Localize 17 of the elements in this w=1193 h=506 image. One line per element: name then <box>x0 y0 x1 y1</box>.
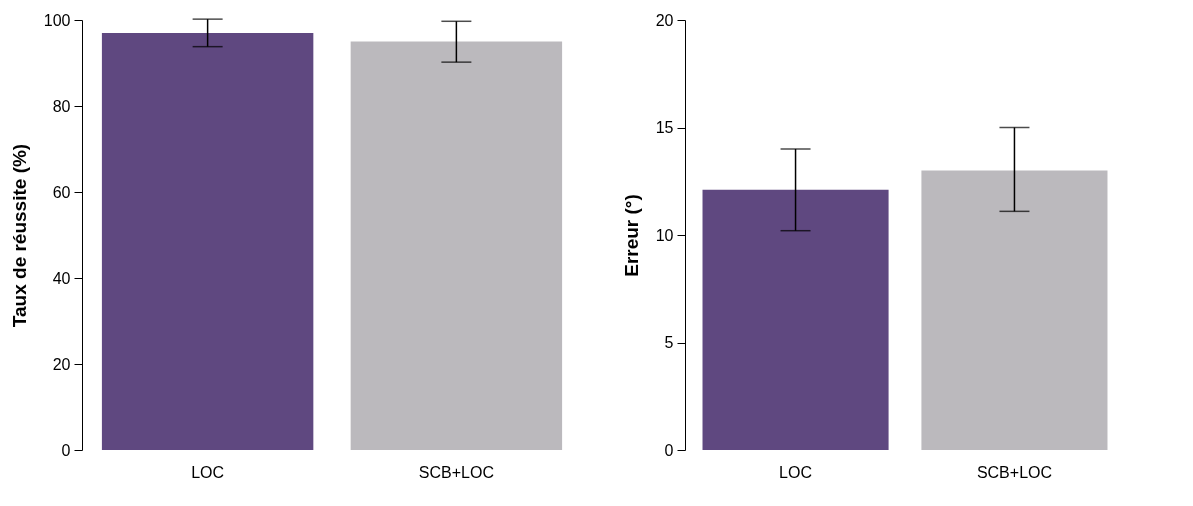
x-tick-label: SCB+LOC <box>418 463 494 481</box>
y-tick-label: 80 <box>52 97 71 115</box>
y-tick-label: 10 <box>655 226 674 244</box>
y-tick-label: 15 <box>655 119 674 136</box>
y-axis-title: Taux de réussite (%) <box>8 143 30 328</box>
x-tick-label: SCB+LOC <box>976 463 1053 481</box>
y-tick-label: 20 <box>655 11 674 29</box>
x-tick-label: LOC <box>779 463 812 481</box>
y-tick-label: 20 <box>52 355 71 373</box>
x-tick-label: LOC <box>191 463 225 481</box>
y-tick-label: 100 <box>43 11 71 29</box>
y-tick-label: 0 <box>61 441 71 459</box>
y-tick-label: 0 <box>664 441 674 459</box>
y-tick-label: 5 <box>664 334 674 351</box>
y-tick-label: 40 <box>52 269 71 287</box>
y-tick-label: 60 <box>52 183 71 201</box>
y-axis-title: Erreur (°) <box>620 194 642 277</box>
